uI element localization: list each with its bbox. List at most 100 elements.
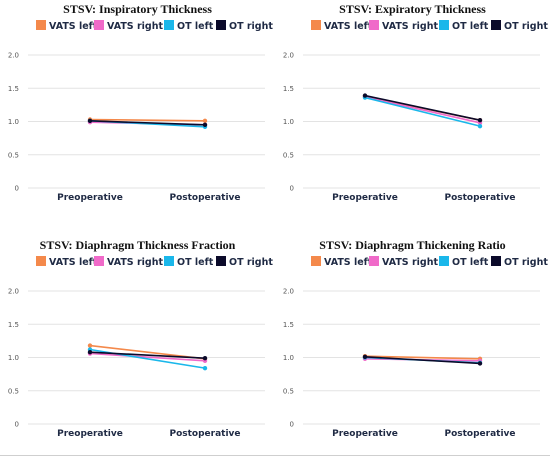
legend-swatch [164,20,174,30]
series-ot-left [87,347,208,371]
x-category-label: Postoperative [444,429,515,439]
data-point [87,343,93,348]
line-chart: STSV: Diaphragm Thickness Fraction VATS l… [8,238,274,439]
y-tick-label: 1.0 [8,118,19,126]
series-line [89,351,206,359]
x-category-label: Postoperative [444,193,515,203]
legend-swatch [36,256,46,266]
chart-panel: STSV: Diaphragm Thickness Fraction VATS l… [0,236,275,456]
y-tick-label: 0.5 [283,387,294,395]
chart-panel: STSV: Inspiratory Thickness VATS left VATS… [0,0,275,220]
series-line [364,96,481,124]
legend-swatch [216,20,226,30]
data-point [477,117,483,123]
bottom-divider [0,455,550,456]
data-point [202,122,208,128]
legend-label: OT right [504,257,548,268]
legend-swatch [439,20,449,30]
legend-label: OT right [504,21,548,32]
x-category-label: Preoperative [332,429,398,439]
legend-label: VATS right [382,21,438,32]
legend-swatch [164,256,174,266]
series-line [89,352,206,362]
chart-title: STSV: Inspiratory Thickness [63,2,212,16]
legend-swatch [439,256,449,266]
y-tick-label: 1.5 [283,85,294,93]
data-point [362,354,368,360]
legend: VATS left VATS right OT left OT right [36,256,273,268]
legend-label: VATS right [107,257,163,268]
y-tick-label: 2.0 [283,52,294,60]
legend-label: VATS left [324,21,373,32]
x-category-label: Postoperative [169,429,240,439]
y-tick-label: 0 [15,185,19,193]
x-category-label: Preoperative [332,193,398,203]
series-line [364,94,481,121]
legend-swatch [94,256,104,266]
data-point [477,123,483,129]
data-point [87,349,93,355]
data-point [362,93,368,98]
y-tick-label: 1.5 [8,85,19,93]
legend-label: VATS left [49,21,98,32]
legend-label: OT left [177,21,214,32]
y-tick-label: 1.5 [8,321,19,329]
y-tick-label: 0.5 [8,387,19,395]
legend-swatch [311,256,321,266]
legend-label: OT right [229,21,273,32]
legend-label: OT left [452,21,489,32]
y-tick-label: 1.0 [8,354,19,362]
series-line [89,118,206,122]
line-chart: STSV: Diaphragm Thickening Ratio VATS lef… [283,238,549,439]
y-tick-label: 1.0 [283,354,294,362]
y-tick-label: 0.5 [8,151,19,159]
data-point [202,118,208,124]
y-tick-label: 0.5 [283,151,294,159]
chart-title: STSV: Expiratory Thickness [339,2,486,16]
series-line [364,355,481,360]
y-tick-label: 0 [290,185,294,193]
y-tick-label: 0 [290,421,294,429]
series-line [89,120,206,126]
legend-label: OT left [177,257,214,268]
y-tick-label: 1.5 [283,321,294,329]
legend-label: VATS right [107,21,163,32]
series-line [364,356,481,365]
x-category-label: Preoperative [57,429,123,439]
legend-swatch [36,20,46,30]
legend-swatch [94,20,104,30]
legend-label: VATS right [382,257,438,268]
legend-swatch [369,256,379,266]
series-line [364,96,481,127]
legend-label: VATS left [324,257,373,268]
legend-swatch [311,20,321,30]
legend: VATS left VATS right OT left OT right [311,256,548,268]
series-ot-right [87,349,208,361]
y-tick-label: 0 [15,421,19,429]
legend: VATS left VATS right OT left OT right [311,20,548,32]
legend-label: VATS left [49,257,98,268]
y-tick-label: 2.0 [8,52,19,60]
x-category-label: Postoperative [169,193,240,203]
chart-panel: STSV: Expiratory Thickness VATS left VATS … [275,0,550,220]
series-ot-right [87,118,208,128]
y-tick-label: 2.0 [8,288,19,296]
legend-label: OT left [452,257,489,268]
legend-swatch [369,20,379,30]
y-tick-label: 2.0 [283,288,294,296]
chart-title: STSV: Diaphragm Thickness Fraction [40,238,236,252]
data-point [202,365,208,371]
legend-swatch [491,20,501,30]
chart-title: STSV: Diaphragm Thickening Ratio [319,238,505,252]
chart-panel: STSV: Diaphragm Thickening Ratio VATS lef… [275,236,550,456]
data-point [87,118,93,124]
legend: VATS left VATS right OT left OT right [36,20,273,32]
data-point [202,355,208,361]
x-category-label: Preoperative [57,193,123,203]
legend-swatch [216,256,226,266]
legend-label: OT right [229,257,273,268]
legend-swatch [491,256,501,266]
y-tick-label: 1.0 [283,118,294,126]
